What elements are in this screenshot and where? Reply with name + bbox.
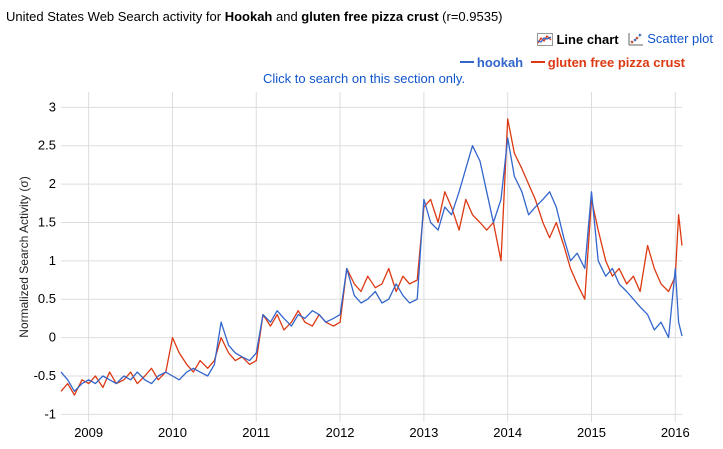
series-line-gluten-free-pizza-crust[interactable] xyxy=(60,118,683,396)
legend-item-gluten: gluten free pizza crust xyxy=(530,54,685,70)
title-mid: and xyxy=(272,9,302,24)
chart-series xyxy=(60,118,683,396)
y-tick-label: 1 xyxy=(49,253,56,268)
y-tick-label: -1 xyxy=(44,406,56,421)
title-prefix: United States Web Search activity for xyxy=(6,9,225,24)
legend-label-gluten: gluten free pizza crust xyxy=(547,54,685,70)
x-tick-label: 2016 xyxy=(661,425,690,440)
y-tick-label: 0.5 xyxy=(38,291,56,306)
x-tick-label: 2015 xyxy=(577,425,606,440)
x-axis-ticks: 2009 2010 2011 2012 2013 2014 2015 2016 xyxy=(74,425,690,440)
line-chart-icon xyxy=(537,32,554,46)
chart-title: United States Web Search activity for Ho… xyxy=(6,9,503,24)
y-axis-ticks: -1 -0.5 0 0.5 1 1.5 2 2.5 3 xyxy=(34,99,56,421)
line-chart-toggle[interactable]: Line chart xyxy=(537,31,619,47)
line-chart-label: Line chart xyxy=(556,31,619,47)
legend-swatch-gluten xyxy=(530,61,545,63)
scatter-plot-toggle[interactable]: Scatter plot xyxy=(628,31,713,46)
y-tick-label: 2.5 xyxy=(38,138,56,153)
title-correlation: (r=0.9535) xyxy=(438,9,503,24)
legend-swatch-hookah xyxy=(459,61,474,63)
y-axis-label: Normalized Search Activity (σ) xyxy=(17,176,31,337)
title-term-hookah: Hookah xyxy=(224,9,273,24)
search-section-link[interactable]: Click to search on this section only. xyxy=(263,71,466,86)
x-tick-label: 2012 xyxy=(326,425,355,440)
chart-legend: hookah gluten free pizza crust xyxy=(456,51,685,70)
y-tick-label: 3 xyxy=(49,99,56,114)
legend-item-hookah: hookah xyxy=(459,54,524,70)
scatter-plot-icon xyxy=(628,32,644,45)
x-tick-label: 2014 xyxy=(493,425,522,440)
series-line-hookah[interactable] xyxy=(60,137,683,392)
x-tick-label: 2013 xyxy=(409,425,438,440)
x-tick-label: 2009 xyxy=(74,425,103,440)
title-term-gluten: gluten free pizza crust xyxy=(301,9,439,24)
y-tick-label: -0.5 xyxy=(34,368,56,383)
y-tick-label: 2 xyxy=(49,176,56,191)
x-tick-label: 2011 xyxy=(242,425,270,440)
chart-type-toggles: Line chart Scatter plot xyxy=(531,31,713,49)
x-tick-label: 2010 xyxy=(158,425,187,440)
scatter-plot-label: Scatter plot xyxy=(647,31,713,46)
legend-label-hookah: hookah xyxy=(476,54,524,70)
y-tick-label: 0 xyxy=(49,330,56,345)
chart-grid xyxy=(61,92,682,422)
y-tick-label: 1.5 xyxy=(38,214,56,229)
